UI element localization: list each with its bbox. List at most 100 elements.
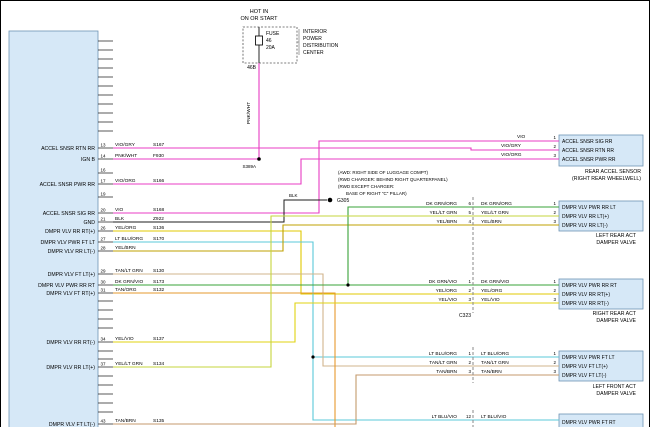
module-row-wire: DK GRN/VIO (115, 279, 144, 285)
accel-row-label: ACCEL SNSR RTN RR (562, 148, 614, 154)
module-row-pin: 31 (101, 288, 107, 293)
right-front-valve-box-partial (558, 413, 644, 427)
rr-caption-line1: RIGHT REAR ACT (593, 311, 637, 317)
module-row-label: ACCEL SNSR SIG RR (43, 211, 96, 217)
hot-label-line1: HOT IN (250, 9, 269, 15)
rr-pin-number: 2 (553, 288, 556, 293)
module-row-pin: 13 (101, 143, 107, 148)
rr-row-label: DMPR VLV PWR RR RT (562, 283, 617, 289)
module-pin-stubs (98, 40, 113, 425)
rr-conn-pin: 3 (468, 297, 471, 302)
fuse-number: 46 (266, 38, 272, 44)
module-row-pin: 20 (101, 208, 107, 213)
module-row-pin: 29 (101, 269, 107, 274)
lf-pin-number: 3 (553, 369, 556, 374)
accel-wire-label: VIO (517, 134, 526, 140)
module-row-splice: S135 (153, 418, 165, 424)
module-row-wire: PNK/WHT (115, 153, 137, 159)
wire-yel-vio (113, 302, 559, 343)
module-row-pin: 14 (101, 154, 107, 159)
lf-conn-pin: 2 (468, 360, 471, 365)
lf-caption-line1: LEFT FRONT ACT (593, 384, 637, 390)
accel-wire-label: VIO/ORG (501, 152, 522, 158)
module-row-wire: TAN/BRN (115, 418, 136, 424)
lf-wire-label: TAN/BRN (481, 369, 502, 375)
lf-row-label: DMPR VLV FT LT(+) (562, 364, 608, 370)
ground-note-line3: (RWD EXCEPT CHARGER: (338, 184, 394, 189)
wire-tan-brn (113, 374, 559, 425)
lf-wire-label: TAN/LT GRN (481, 360, 509, 366)
ground-symbol-g305 (327, 197, 333, 203)
module-row-splice: S137 (153, 336, 165, 342)
pdc-dashed-box (242, 26, 298, 64)
rf-row-label: DMPR VLV PWR FT RT (562, 420, 616, 426)
wire-dk-grn-org (347, 206, 559, 285)
module-row-wire: TAN/LT GRN (115, 268, 143, 274)
blk-wire-label: BLK (289, 193, 298, 198)
lr-row-label: DMPR VLV PWR RR LT (562, 205, 616, 211)
module-row-wire: LT BLU/ORG (115, 236, 143, 242)
lf-conn-pin: 1 (468, 351, 471, 356)
wire-blk-ground (113, 199, 327, 223)
ground-note-line1: (AWD: RIGHT SIDE OF LUGGAGE COMPT) (338, 170, 429, 175)
module-row-label: IGN B (81, 157, 96, 163)
pdc-label-line4: CENTER (303, 50, 324, 56)
module-row-label: DMPR VLV FT LT(-) (49, 422, 95, 427)
accel-wire-label: VIO/GRY (501, 143, 522, 149)
module-row-pin: 37 (101, 362, 107, 367)
pdc-label-line1: INTERIOR (303, 29, 327, 35)
hot-label-line2: ON OR START (240, 16, 278, 22)
lr-row-label: DMPR VLV RR LT(-) (562, 223, 608, 229)
module-row-label: ACCEL SNSR PWR RR (40, 182, 96, 188)
module-row-pin: 21 (101, 217, 107, 222)
lr-row-label: DMPR VLV RR LT(+) (562, 214, 609, 220)
lf-wire-label: LT BLU/ORG (429, 351, 457, 357)
rr-pin-number: 1 (553, 279, 556, 284)
rr-wire-label: YEL/VIO (438, 297, 457, 303)
wire-lt-blu-org (113, 241, 559, 358)
lr-pin-number: 1 (553, 201, 556, 206)
module-row-label: DMPR VLV RR LT(-) (48, 249, 96, 255)
accel-row-label: ACCEL SNSR SIG RR (562, 139, 613, 145)
wire-vio-org (113, 158, 559, 185)
fuse-rating: 20A (266, 45, 276, 51)
rf-conn-pin: 12 (466, 414, 472, 419)
lr-conn-pin: 5 (468, 210, 471, 215)
splice-dot-s173 (346, 283, 350, 287)
module-connector-block (8, 30, 99, 427)
ground-note-line4: BASE OF RIGHT "C" PILLAR) (346, 191, 407, 196)
module-row-wire: VIO/GRY (115, 142, 136, 148)
accel-pin-number: 3 (553, 153, 556, 158)
module-row-label: DMPR VLV FT RT(+) (46, 291, 95, 297)
wire-yel-lt-grn (113, 215, 559, 368)
lf-pin-number: 1 (553, 351, 556, 356)
module-row-splice: S134 (153, 361, 165, 367)
lr-wire-label: YEL/BRN (481, 219, 502, 225)
module-row-pin: 28 (101, 246, 107, 251)
rr-pin-number: 3 (553, 297, 556, 302)
rf-wire-label: LT BLU/VIO (481, 414, 507, 420)
module-row-label: DMPR VLV FT LT(+) (48, 272, 96, 278)
module-row-splice: S167 (153, 142, 165, 148)
module-row-wire: YEL/ORG (115, 225, 137, 231)
lf-pin-number: 2 (553, 360, 556, 365)
rr-wire-label: DK GRN/VIO (429, 279, 458, 285)
module-row-wire: YEL/BRN (115, 245, 136, 251)
wire-tan-org (113, 292, 336, 427)
fuse-circuit-label: 46B (247, 65, 257, 71)
module-row-label: DMPR VLV PWR FT LT (41, 240, 96, 246)
module-row-wire: VIO (115, 207, 124, 213)
splice-label-s389a: S389A (242, 164, 256, 169)
wire-vio (113, 140, 559, 214)
ground-name-label: G305 (337, 198, 349, 204)
lr-conn-pin: 4 (468, 219, 471, 224)
lr-wire-label: DK GRN/ORG (481, 201, 512, 207)
module-row-splice: S170 (153, 236, 165, 242)
rr-row-label: DMPR VLV RR RT(+) (562, 292, 610, 298)
ground-note-line2: (RWD CHARGER: BEHIND RIGHT QUARTERPANEL) (338, 177, 448, 182)
module-row-splice: Z922 (153, 216, 164, 222)
lf-caption-line2: DAMPER VALVE (596, 391, 636, 397)
pdc-label-line2: POWER (303, 36, 322, 42)
module-row-splice: S166 (153, 178, 165, 184)
rr-conn-pin: 1 (468, 279, 471, 284)
